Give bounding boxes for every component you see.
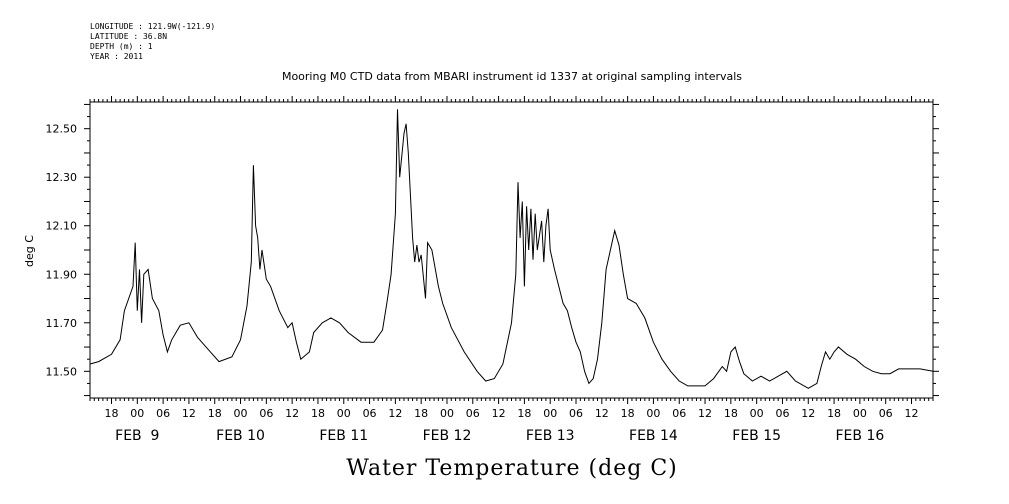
x-hour-tick-label: 18 (724, 407, 738, 420)
year-label: YEAR : 2011 (90, 52, 143, 61)
date-label: FEB 9 (115, 428, 159, 444)
x-hour-tick-label: 06 (569, 407, 583, 420)
x-hour-tick-label: 06 (466, 407, 480, 420)
date-label: FEB 16 (835, 428, 884, 444)
x-hour-tick-label: 18 (827, 407, 841, 420)
y-tick-label: 11.90 (46, 268, 78, 281)
x-hour-tick-label: 18 (208, 407, 222, 420)
x-axis-title: Water Temperature (deg C) (346, 456, 678, 481)
y-tick-label: 11.70 (46, 317, 78, 330)
date-label: FEB 12 (423, 428, 472, 444)
date-label: FEB 10 (216, 428, 265, 444)
x-hour-tick-label: 06 (363, 407, 377, 420)
x-hour-tick-label: 18 (517, 407, 531, 420)
x-hour-tick-label: 12 (801, 407, 815, 420)
x-hour-tick-label: 00 (440, 407, 454, 420)
date-label: FEB 15 (732, 428, 781, 444)
x-hour-tick-label: 18 (311, 407, 325, 420)
x-hour-tick-label: 00 (853, 407, 867, 420)
x-tick-labels: 18 00 06 12 18 00 06 12 18 00 06 12 18 00 06 12 18 00 06 12… (105, 407, 919, 420)
x-hour-tick-label: 18 (105, 407, 119, 420)
date-label: FEB 11 (319, 428, 368, 444)
x-hour-tick-label: 18 (414, 407, 428, 420)
date-label: FEB 14 (629, 428, 678, 444)
y-tick-label: 12.10 (46, 220, 78, 233)
x-hour-tick-label: 12 (388, 407, 402, 420)
x-hour-tick-label: 12 (182, 407, 196, 420)
y-tick-label: 12.30 (46, 171, 78, 184)
x-hour-tick-label: 12 (492, 407, 506, 420)
x-hour-tick-label: 06 (775, 407, 789, 420)
axis-ticks (84, 96, 939, 404)
date-labels: FEB 9 FEB 10 FEB 11 FEB 12 FEB 13 FEB 14 FEB 1… (115, 428, 884, 444)
x-hour-tick-label: 00 (234, 407, 248, 420)
x-hour-tick-label: 00 (543, 407, 557, 420)
y-tick-label: 11.50 (46, 365, 78, 378)
x-hour-tick-label: 00 (646, 407, 660, 420)
longitude-label: LONGITUDE : 121.9W(-121.9) (90, 22, 216, 31)
y-tick-labels: 11.50 11.70 11.90 12.10 12.30 12.50 (46, 123, 78, 379)
date-label: FEB 13 (526, 428, 575, 444)
x-hour-tick-label: 06 (672, 407, 686, 420)
x-hour-tick-label: 12 (595, 407, 609, 420)
x-hour-tick-label: 06 (156, 407, 170, 420)
x-hour-tick-label: 00 (130, 407, 144, 420)
depth-label: DEPTH (m) : 1 (90, 42, 153, 51)
temperature-series-line (89, 109, 934, 389)
x-hour-tick-label: 06 (879, 407, 893, 420)
x-hour-tick-label: 00 (337, 407, 351, 420)
x-hour-tick-label: 12 (698, 407, 712, 420)
x-hour-tick-label: 12 (285, 407, 299, 420)
plot-frame (89, 101, 934, 399)
x-hour-tick-label: 18 (621, 407, 635, 420)
x-hour-tick-label: 12 (904, 407, 918, 420)
chart-title: Mooring M0 CTD data from MBARI instrumen… (282, 70, 742, 83)
metadata-block: LONGITUDE : 121.9W(-121.9) LATITUDE : 36… (90, 22, 215, 62)
x-hour-tick-label: 00 (750, 407, 764, 420)
latitude-label: LATITUDE : 36.8N (90, 32, 168, 41)
y-tick-label: 12.50 (46, 123, 78, 136)
y-axis-label: deg C (23, 235, 36, 267)
x-hour-tick-label: 06 (259, 407, 273, 420)
